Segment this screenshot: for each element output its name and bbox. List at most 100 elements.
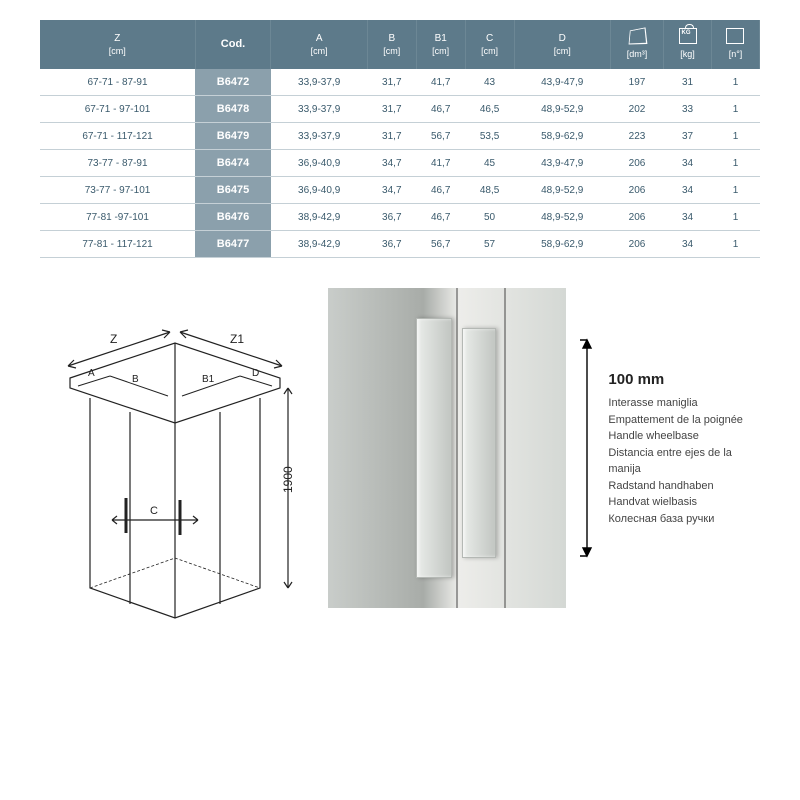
table-row: 67-71 - 97-101B647833,9-37,931,746,746,5… bbox=[40, 96, 760, 123]
col-volume: [dm³] bbox=[610, 20, 663, 69]
cell: 48,9-52,9 bbox=[514, 177, 610, 204]
cell: 46,7 bbox=[416, 204, 465, 231]
cell: 223 bbox=[610, 123, 663, 150]
col-c: C[cm] bbox=[465, 20, 514, 69]
translation-line: Handle wheelbase bbox=[608, 428, 760, 445]
cell: 34,7 bbox=[367, 150, 416, 177]
cell: 31 bbox=[664, 69, 712, 96]
cell: 58,9-62,9 bbox=[514, 231, 610, 258]
cell: 34 bbox=[664, 231, 712, 258]
label-z1: Z1 bbox=[230, 332, 244, 346]
cell: 31,7 bbox=[367, 69, 416, 96]
cube-icon bbox=[629, 27, 648, 44]
translation-line: Handvat wielbasis bbox=[608, 494, 760, 511]
cell: 31,7 bbox=[367, 96, 416, 123]
cell: 48,5 bbox=[465, 177, 514, 204]
cell: 34,7 bbox=[367, 177, 416, 204]
cell: 1 bbox=[711, 96, 759, 123]
cell: 36,9-40,9 bbox=[271, 177, 367, 204]
cell: 34 bbox=[664, 204, 712, 231]
cell: 31,7 bbox=[367, 123, 416, 150]
cell: 77-81 -97-101 bbox=[40, 204, 195, 231]
cell: 1 bbox=[711, 177, 759, 204]
col-d: D[cm] bbox=[514, 20, 610, 69]
cell: 73-77 - 87-91 bbox=[40, 150, 195, 177]
cell: B6475 bbox=[195, 177, 271, 204]
cell: 67-71 - 97-101 bbox=[40, 96, 195, 123]
cell: 73-77 - 97-101 bbox=[40, 177, 195, 204]
cell: 1 bbox=[711, 204, 759, 231]
cell: 41,7 bbox=[416, 150, 465, 177]
translation-line: Radstand handhaben bbox=[608, 478, 760, 495]
cell: 46,5 bbox=[465, 96, 514, 123]
cell: 38,9-42,9 bbox=[271, 231, 367, 258]
cell: 36,9-40,9 bbox=[271, 150, 367, 177]
cell: 202 bbox=[610, 96, 663, 123]
label-b: B bbox=[132, 374, 139, 385]
cell: B6478 bbox=[195, 96, 271, 123]
cell: 56,7 bbox=[416, 123, 465, 150]
door-handle bbox=[462, 328, 496, 558]
dimension-bracket bbox=[580, 288, 594, 608]
cell: 37 bbox=[664, 123, 712, 150]
translation-line: Interasse maniglia bbox=[608, 395, 760, 412]
table-row: 73-77 - 97-101B647536,9-40,934,746,748,5… bbox=[40, 177, 760, 204]
cell: B6477 bbox=[195, 231, 271, 258]
translation-line: Distancia entre ejes de la manija bbox=[608, 445, 760, 478]
cell: B6472 bbox=[195, 69, 271, 96]
label-height: 1900 bbox=[281, 466, 295, 493]
dimension-value: 100 mm bbox=[608, 369, 760, 392]
cell: B6479 bbox=[195, 123, 271, 150]
cell: 38,9-42,9 bbox=[271, 204, 367, 231]
cell: 53,5 bbox=[465, 123, 514, 150]
cell: 45 bbox=[465, 150, 514, 177]
label-a: A bbox=[88, 368, 95, 379]
cell: 43 bbox=[465, 69, 514, 96]
cell: 56,7 bbox=[416, 231, 465, 258]
handle-photo-section: 100 mm Interasse manigliaEmpattement de … bbox=[328, 288, 760, 608]
table-row: 77-81 -97-101B647638,9-42,936,746,75048,… bbox=[40, 204, 760, 231]
translation-line: Колесная база ручки bbox=[608, 511, 760, 528]
col-b: B[cm] bbox=[367, 20, 416, 69]
table-row: 67-71 - 117-121B647933,9-37,931,756,753,… bbox=[40, 123, 760, 150]
cell: 43,9-47,9 bbox=[514, 69, 610, 96]
col-cod: Cod. bbox=[195, 20, 271, 69]
cell: 43,9-47,9 bbox=[514, 150, 610, 177]
table-header: Z[cm] Cod. A[cm] B[cm] B1[cm] C[cm] D[cm… bbox=[40, 20, 760, 69]
label-z: Z bbox=[110, 332, 117, 346]
table-row: 67-71 - 87-91B647233,9-37,931,741,74343,… bbox=[40, 69, 760, 96]
cell: 34 bbox=[664, 150, 712, 177]
col-a: A[cm] bbox=[271, 20, 367, 69]
door-handle bbox=[416, 318, 452, 578]
table-body: 67-71 - 87-91B647233,9-37,931,741,74343,… bbox=[40, 69, 760, 258]
glass-edge bbox=[456, 288, 458, 608]
col-z: Z[cm] bbox=[40, 20, 195, 69]
cell: 197 bbox=[610, 69, 663, 96]
cell: 1 bbox=[711, 150, 759, 177]
lower-section: Z Z1 A B B1 D C 1900 bbox=[40, 288, 760, 628]
cell: 1 bbox=[711, 231, 759, 258]
cell: 1 bbox=[711, 69, 759, 96]
cell: 36,7 bbox=[367, 231, 416, 258]
cell: 33,9-37,9 bbox=[271, 123, 367, 150]
cell: 206 bbox=[610, 204, 663, 231]
cell: B6476 bbox=[195, 204, 271, 231]
cell: 33,9-37,9 bbox=[271, 69, 367, 96]
spec-table: Z[cm] Cod. A[cm] B[cm] B1[cm] C[cm] D[cm… bbox=[40, 20, 760, 258]
cell: 50 bbox=[465, 204, 514, 231]
label-d: D bbox=[252, 368, 259, 379]
glass-edge bbox=[504, 288, 506, 608]
cell: 58,9-62,9 bbox=[514, 123, 610, 150]
table-row: 73-77 - 87-91B647436,9-40,934,741,74543,… bbox=[40, 150, 760, 177]
cell: 34 bbox=[664, 177, 712, 204]
cell: 206 bbox=[610, 231, 663, 258]
cell: 33,9-37,9 bbox=[271, 96, 367, 123]
handle-photo bbox=[328, 288, 566, 608]
col-panels: [n°] bbox=[711, 20, 759, 69]
cell: 67-71 - 87-91 bbox=[40, 69, 195, 96]
spec-table-container: Z[cm] Cod. A[cm] B[cm] B1[cm] C[cm] D[cm… bbox=[40, 20, 760, 258]
cell: 67-71 - 117-121 bbox=[40, 123, 195, 150]
label-b1: B1 bbox=[202, 374, 215, 385]
panel-icon bbox=[726, 28, 744, 44]
cell: 46,7 bbox=[416, 177, 465, 204]
